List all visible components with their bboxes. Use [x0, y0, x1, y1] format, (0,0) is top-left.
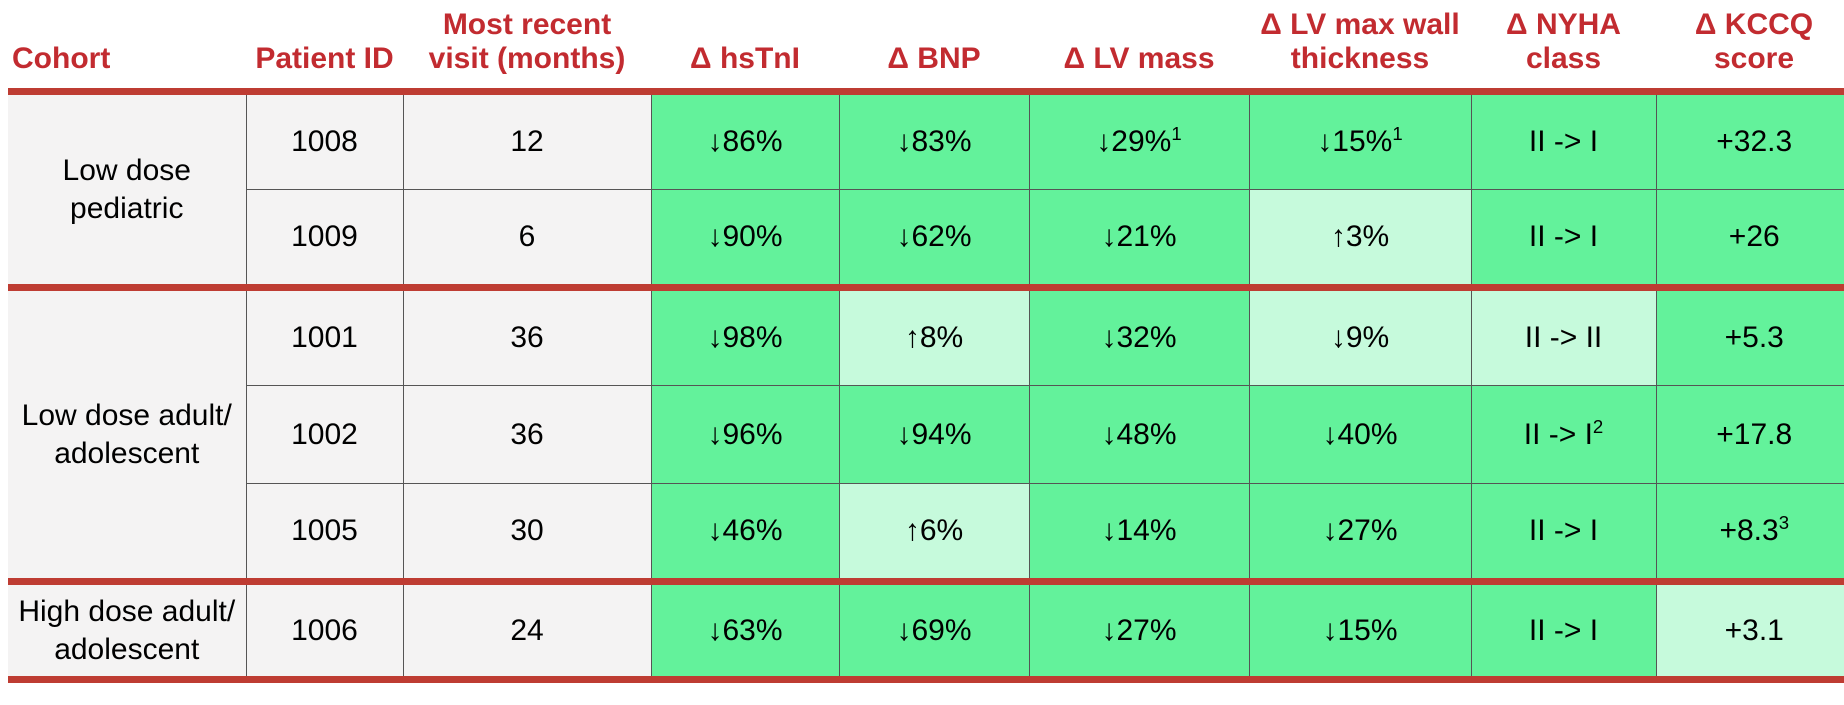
patient-row-1002: 1002 36 ↓96% ↓94% ↓48% ↓40% II -> I2 +17.8	[8, 385, 1844, 485]
patient-row-1006: High dose adult/ adolescent 1006 24 ↓63% ↓69…	[8, 581, 1844, 681]
metric-cell-delta-nyha: II -> II	[1470, 287, 1657, 387]
metric-cell-delta-kccq: +8.33	[1655, 483, 1844, 583]
cohort-group-0: Low dose pediatric 1008 12 ↓86% ↓83% ↓29%1 ↓15…	[8, 91, 1844, 289]
metric-cell-delta-hstni: ↓98%	[650, 287, 840, 387]
header-row: Cohort Patient ID Most recent visit (month…	[8, 0, 1844, 92]
footnote-marker: 1	[1171, 123, 1182, 145]
metric-cell-delta-bnp: ↑8%	[838, 287, 1030, 387]
metric-cell-delta-lv-wall: ↓15%	[1248, 581, 1472, 681]
metric-cell-delta-hstni: ↓96%	[650, 385, 840, 485]
metric-cell-delta-lv-mass: ↓27%	[1028, 581, 1250, 681]
column-header-cohort: Cohort	[8, 0, 246, 92]
cohort-group-2: High dose adult/ adolescent 1006 24 ↓63% ↓69…	[8, 581, 1844, 681]
visit-months-cell: 6	[402, 189, 652, 289]
visit-months-cell: 30	[402, 483, 652, 583]
column-header-delta-lv-mass: Δ LV mass	[1029, 0, 1249, 92]
metric-cell-delta-lv-wall: ↓9%	[1248, 287, 1472, 387]
patient-id-cell: 1009	[246, 189, 404, 289]
patient-id-cell: 1008	[245, 91, 404, 191]
patient-row-1009: 1009 6 ↓90% ↓62% ↓21% ↑3% II -> I +26	[8, 189, 1844, 289]
patient-id-cell: 1001	[245, 287, 404, 387]
cohort-label: Low dose pediatric	[8, 91, 247, 289]
patient-outcomes-table: Cohort Patient ID Most recent visit (month…	[8, 0, 1844, 683]
metric-cell-delta-lv-mass: ↓32%	[1028, 287, 1250, 387]
metric-cell-delta-bnp: ↓62%	[838, 189, 1030, 289]
metric-cell-delta-lv-mass: ↓14%	[1028, 483, 1250, 583]
column-header-visit-months: Most recent visit (months)	[403, 0, 651, 92]
metric-cell-delta-lv-mass: ↓21%	[1028, 189, 1250, 289]
metric-cell-delta-nyha: II -> I	[1470, 189, 1657, 289]
column-header-delta-lv-wall: Δ LV max wall thickness	[1249, 0, 1471, 92]
metric-cell-delta-bnp: ↓69%	[838, 581, 1030, 681]
metric-cell-delta-hstni: ↓90%	[650, 189, 840, 289]
patient-id-cell: 1006	[245, 581, 404, 681]
cohort-group-1: Low dose adult/ adolescent 1001 36 ↓98% ↑8% ↓…	[8, 287, 1844, 583]
metric-cell-delta-bnp: ↓83%	[838, 91, 1030, 191]
metric-cell-delta-kccq: +3.1	[1655, 581, 1844, 681]
patient-row-1008: Low dose pediatric 1008 12 ↓86% ↓83% ↓29%1 ↓15…	[8, 91, 1844, 289]
metric-cell-delta-kccq: +17.8	[1655, 385, 1844, 485]
column-header-delta-hstni: Δ hsTnI	[651, 0, 839, 92]
patient-id-cell: 1002	[246, 385, 404, 485]
metric-cell-delta-lv-wall: ↓27%	[1248, 483, 1472, 583]
metric-cell-delta-nyha: II -> I	[1470, 581, 1657, 681]
patient-row-1001: Low dose adult/ adolescent 1001 36 ↓98% ↑8% ↓…	[8, 287, 1844, 583]
patient-row-1005: 1005 30 ↓46% ↑6% ↓14% ↓27% II -> I +8.33	[8, 483, 1844, 583]
visit-months-cell: 12	[402, 91, 652, 191]
metric-cell-delta-nyha: II -> I	[1470, 91, 1657, 191]
footnote-marker: 1	[1392, 123, 1403, 145]
footnote-marker: 3	[1778, 512, 1790, 534]
metric-cell-delta-lv-wall: ↓15%1	[1248, 91, 1472, 191]
metric-cell-delta-kccq: +26	[1655, 189, 1844, 289]
table-header: Cohort Patient ID Most recent visit (month…	[8, 0, 1844, 92]
metric-cell-delta-lv-mass: ↓48%	[1028, 385, 1250, 485]
column-header-delta-nyha: Δ NYHA class	[1471, 0, 1656, 92]
metric-cell-delta-kccq: +5.3	[1655, 287, 1844, 387]
metric-cell-delta-lv-mass: ↓29%1	[1028, 91, 1250, 191]
metric-cell-delta-bnp: ↑6%	[838, 483, 1030, 583]
cohort-label: Low dose adult/ adolescent	[8, 287, 247, 583]
column-header-delta-kccq: Δ KCCQ score	[1656, 0, 1844, 92]
patient-id-cell: 1005	[246, 483, 404, 583]
metric-cell-delta-hstni: ↓46%	[650, 483, 840, 583]
column-header-delta-bnp: Δ BNP	[839, 0, 1029, 92]
metric-cell-delta-bnp: ↓94%	[838, 385, 1030, 485]
metric-cell-delta-kccq: +32.3	[1655, 91, 1844, 191]
visit-months-cell: 36	[402, 287, 652, 387]
visit-months-cell: 36	[402, 385, 652, 485]
metric-cell-delta-lv-wall: ↑3%	[1248, 189, 1472, 289]
metric-cell-delta-hstni: ↓86%	[650, 91, 840, 191]
metric-cell-delta-nyha: II -> I2	[1470, 385, 1657, 485]
metric-cell-delta-nyha: II -> I	[1470, 483, 1657, 583]
visit-months-cell: 24	[402, 581, 652, 681]
column-header-patient-id: Patient ID	[246, 0, 403, 92]
footnote-marker: 2	[1592, 415, 1604, 437]
cohort-label: High dose adult/ adolescent	[8, 581, 247, 681]
metric-cell-delta-lv-wall: ↓40%	[1248, 385, 1472, 485]
metric-cell-delta-hstni: ↓63%	[650, 581, 840, 681]
